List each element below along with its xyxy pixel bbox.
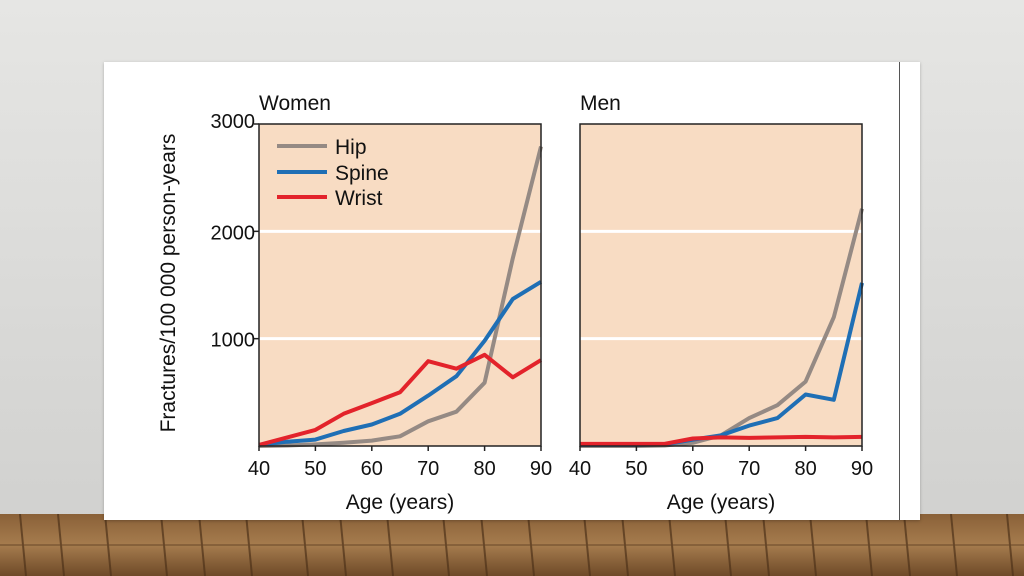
- legend-wrist-label: Wrist: [335, 187, 383, 210]
- women-chart-panel: Women 40 50 60 70 80 90 1000 2000 3000 Age (yea…: [157, 92, 552, 514]
- men-x-tick-40: 40: [569, 458, 591, 480]
- men-x-tick-80: 80: [794, 458, 816, 480]
- women-wrist-line: [258, 352, 543, 447]
- y-axis-label: Fractures/100 000 person-years: [157, 134, 180, 433]
- women-x-tick-40: 40: [248, 458, 270, 480]
- women-y-tick-2000: 2000: [211, 222, 256, 244]
- women-hip-line: [258, 146, 543, 448]
- men-wrist-line: [580, 434, 863, 446]
- men-x-tick-60: 60: [682, 458, 704, 480]
- women-x-tick-70: 70: [417, 458, 439, 480]
- women-x-tick-90: 90: [530, 458, 552, 480]
- chart-legend: Hip Spine Wrist: [277, 136, 389, 210]
- men-plot-frame: [579, 123, 863, 447]
- women-x-tick-80: 80: [473, 458, 495, 480]
- men-chart-panel: Men 40 50 60 70 80 90 Age (years): [569, 92, 873, 514]
- wooden-floor-decoration: [0, 514, 1024, 576]
- women-panel-title: Women: [259, 92, 331, 115]
- men-x-tick-50: 50: [625, 458, 647, 480]
- women-x-axis-label: Age (years): [346, 491, 455, 514]
- legend-spine-label: Spine: [335, 162, 389, 185]
- women-y-tick-3000: 3000: [211, 111, 256, 133]
- legend-hip-label: Hip: [335, 136, 367, 159]
- men-x-axis-label: Age (years): [667, 491, 776, 514]
- card-divider: [899, 62, 900, 520]
- women-y-tick-1000: 1000: [211, 330, 256, 352]
- women-spine-line: [258, 280, 543, 447]
- men-panel-title: Men: [580, 92, 621, 115]
- women-x-tick-60: 60: [361, 458, 383, 480]
- women-x-tick-50: 50: [304, 458, 326, 480]
- men-x-tick-70: 70: [738, 458, 760, 480]
- men-x-tick-90: 90: [851, 458, 873, 480]
- men-plot-area: [580, 124, 862, 446]
- women-plot-frame: [258, 123, 542, 447]
